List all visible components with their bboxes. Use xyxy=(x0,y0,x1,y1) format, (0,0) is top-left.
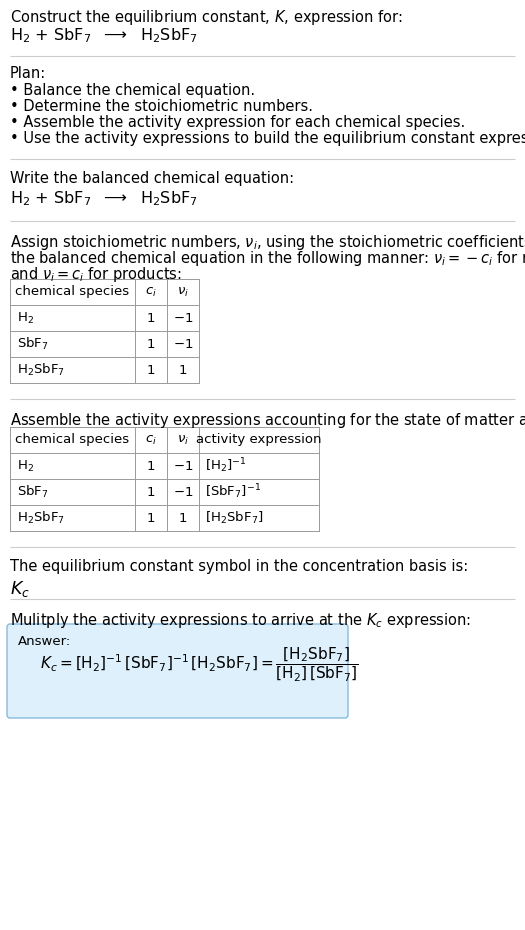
Text: Mulitply the activity expressions to arrive at the $K_c$ expression:: Mulitply the activity expressions to arr… xyxy=(10,611,471,630)
Text: $c_i$: $c_i$ xyxy=(145,433,157,446)
Text: $[\mathrm{SbF_7}]^{-1}$: $[\mathrm{SbF_7}]^{-1}$ xyxy=(205,483,261,501)
Text: $\mathrm{H_2}$ + $\mathrm{SbF_7}$  $\longrightarrow$  $\mathrm{H_2SbF_7}$: $\mathrm{H_2}$ + $\mathrm{SbF_7}$ $\long… xyxy=(10,189,198,207)
Text: activity expression: activity expression xyxy=(196,433,322,446)
Text: $\mathrm{H_2}$: $\mathrm{H_2}$ xyxy=(17,458,34,473)
Text: chemical species: chemical species xyxy=(15,433,130,446)
Text: 1: 1 xyxy=(147,364,155,377)
Text: $\mathrm{H_2}$: $\mathrm{H_2}$ xyxy=(17,311,34,325)
Text: $\mathrm{SbF_7}$: $\mathrm{SbF_7}$ xyxy=(17,336,49,352)
FancyBboxPatch shape xyxy=(7,624,348,718)
Text: $\mathrm{H_2SbF_7}$: $\mathrm{H_2SbF_7}$ xyxy=(17,510,65,526)
Text: Answer:: Answer: xyxy=(18,635,71,648)
Text: $-1$: $-1$ xyxy=(173,338,193,351)
Text: $[\mathrm{H_2}]^{-1}$: $[\mathrm{H_2}]^{-1}$ xyxy=(205,457,247,475)
Text: $\nu_i$: $\nu_i$ xyxy=(177,286,189,299)
Text: Assign stoichiometric numbers, $\nu_i$, using the stoichiometric coefficients, $: Assign stoichiometric numbers, $\nu_i$, … xyxy=(10,233,525,252)
Text: Plan:: Plan: xyxy=(10,66,46,81)
Text: $\mathrm{H_2SbF_7}$: $\mathrm{H_2SbF_7}$ xyxy=(17,362,65,379)
Text: $K_c$: $K_c$ xyxy=(10,579,30,599)
Text: 1: 1 xyxy=(178,364,187,377)
Text: $c_i$: $c_i$ xyxy=(145,286,157,299)
Text: chemical species: chemical species xyxy=(15,286,130,299)
Text: The equilibrium constant symbol in the concentration basis is:: The equilibrium constant symbol in the c… xyxy=(10,559,468,574)
Text: $K_c = [\mathrm{H_2}]^{-1}\,[\mathrm{SbF_7}]^{-1}\,[\mathrm{H_2SbF_7}] = \dfrac{: $K_c = [\mathrm{H_2}]^{-1}\,[\mathrm{SbF… xyxy=(40,646,359,684)
Text: Write the balanced chemical equation:: Write the balanced chemical equation: xyxy=(10,171,294,186)
Text: $[\mathrm{H_2SbF_7}]$: $[\mathrm{H_2SbF_7}]$ xyxy=(205,510,264,526)
Text: $\mathrm{SbF_7}$: $\mathrm{SbF_7}$ xyxy=(17,484,49,500)
Text: $\mathrm{H_2}$ + $\mathrm{SbF_7}$  $\longrightarrow$  $\mathrm{H_2SbF_7}$: $\mathrm{H_2}$ + $\mathrm{SbF_7}$ $\long… xyxy=(10,26,198,45)
Text: $-1$: $-1$ xyxy=(173,459,193,472)
Text: 1: 1 xyxy=(147,459,155,472)
Text: • Balance the chemical equation.: • Balance the chemical equation. xyxy=(10,83,255,98)
Text: and $\nu_i = c_i$ for products:: and $\nu_i = c_i$ for products: xyxy=(10,265,182,284)
Text: 1: 1 xyxy=(178,512,187,525)
Text: 1: 1 xyxy=(147,485,155,498)
Text: $-1$: $-1$ xyxy=(173,485,193,498)
Text: $-1$: $-1$ xyxy=(173,312,193,325)
Text: $\nu_i$: $\nu_i$ xyxy=(177,433,189,446)
Text: • Assemble the activity expression for each chemical species.: • Assemble the activity expression for e… xyxy=(10,115,465,130)
Text: Construct the equilibrium constant, $K$, expression for:: Construct the equilibrium constant, $K$,… xyxy=(10,8,403,27)
Text: Assemble the activity expressions accounting for the state of matter and $\nu_i$: Assemble the activity expressions accoun… xyxy=(10,411,525,430)
Text: • Determine the stoichiometric numbers.: • Determine the stoichiometric numbers. xyxy=(10,99,313,114)
Text: the balanced chemical equation in the following manner: $\nu_i = -c_i$ for react: the balanced chemical equation in the fo… xyxy=(10,249,525,268)
Text: • Use the activity expressions to build the equilibrium constant expression.: • Use the activity expressions to build … xyxy=(10,131,525,146)
Text: 1: 1 xyxy=(147,312,155,325)
Text: 1: 1 xyxy=(147,338,155,351)
Text: 1: 1 xyxy=(147,512,155,525)
